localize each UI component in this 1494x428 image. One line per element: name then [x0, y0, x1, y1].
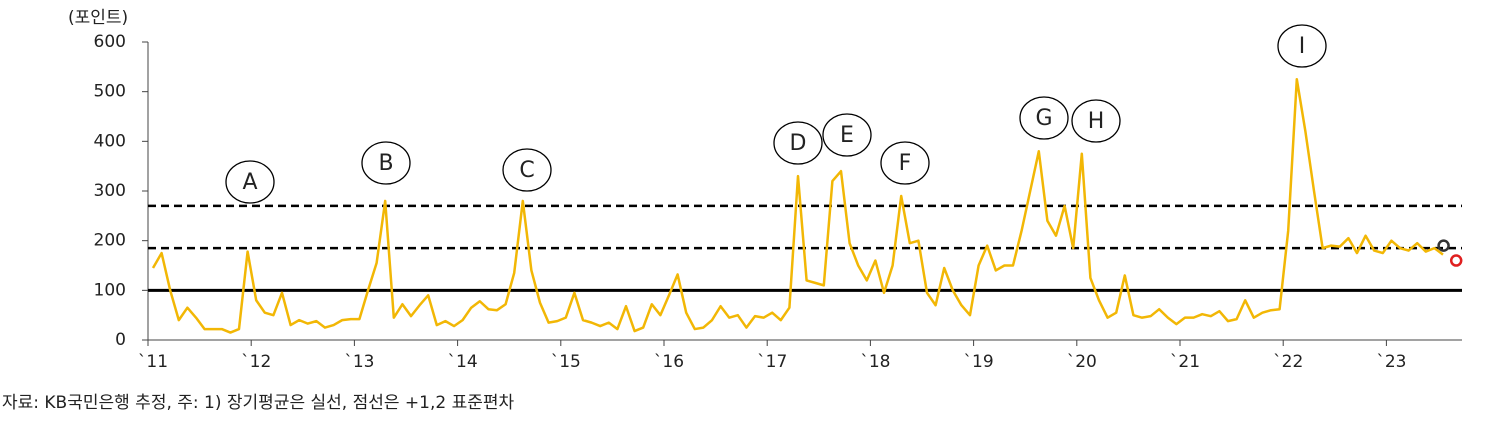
annotation-circle [1277, 24, 1327, 68]
annotation-label: D [790, 131, 807, 156]
y-tick-label: 300 [94, 181, 126, 201]
annotation-circle [1071, 99, 1121, 143]
x-tick-label: `15 [551, 352, 581, 372]
x-tick-label: `17 [757, 352, 787, 372]
y-tick-label: 200 [94, 231, 126, 251]
y-tick-label: 100 [94, 280, 126, 300]
y-tick-label: 500 [94, 82, 126, 102]
annotation-label: H [1088, 109, 1105, 134]
annotation-label: A [242, 170, 257, 195]
x-tick-label: `12 [241, 352, 271, 372]
annotation-label: B [378, 151, 393, 176]
end-marker [1449, 254, 1463, 267]
annotation-circle [502, 148, 552, 192]
y-tick-label: 600 [94, 32, 126, 52]
y-axis-label: (포인트) [68, 8, 128, 28]
x-tick-label: `21 [1170, 352, 1200, 372]
annotation-circle [773, 121, 823, 165]
x-tick-label: `16 [654, 352, 684, 372]
x-tick-label: `13 [344, 352, 374, 372]
x-tick-label: `23 [1376, 352, 1406, 372]
x-tick-label: `18 [860, 352, 890, 372]
annotation-circle [880, 141, 930, 185]
x-tick-label: `19 [964, 352, 994, 372]
x-tick-label: `22 [1273, 352, 1303, 372]
y-tick-label: 0 [115, 330, 126, 350]
x-tick-label: `14 [448, 352, 478, 372]
annotation-circle [361, 141, 411, 185]
end-marker [1437, 239, 1450, 252]
x-tick-label: `11 [138, 352, 168, 372]
annotation-circle [225, 160, 275, 204]
annotation-label: C [519, 158, 534, 183]
data-line [151, 78, 1444, 334]
annotation-label: G [1035, 106, 1052, 131]
annotation-circle [1019, 96, 1069, 140]
annotation-label: E [840, 123, 854, 148]
x-tick-label: `20 [1067, 352, 1097, 372]
source-note: 자료: KB국민은행 추정, 주: 1) 장기평균은 실선, 점선은 +1,2 … [2, 393, 515, 413]
annotation-label: F [899, 151, 912, 176]
y-tick-label: 400 [94, 131, 126, 151]
annotation-circle [822, 113, 872, 157]
annotation-label: I [1299, 34, 1306, 59]
